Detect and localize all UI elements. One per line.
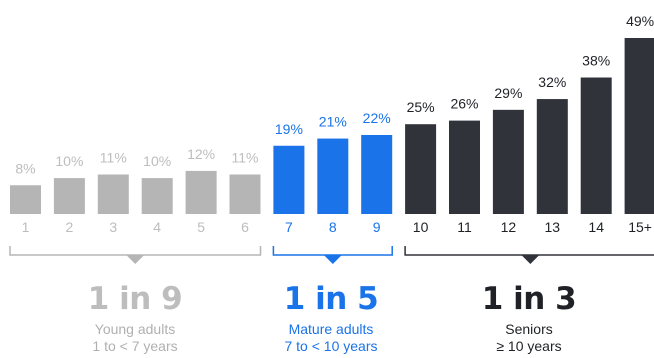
- data-label: 21%: [319, 114, 347, 130]
- bar: [536, 99, 568, 214]
- group-summary-seniors: 1 in 3 Seniors ≥ 10 years: [404, 282, 654, 355]
- group-range: 1 to < 7 years: [92, 338, 178, 354]
- group-bracket: [404, 246, 654, 256]
- data-label: 29%: [494, 85, 522, 101]
- data-label: 49%: [626, 13, 654, 29]
- group-pointer: [521, 255, 540, 264]
- tick-label: 9: [373, 219, 381, 235]
- tick-label: 5: [197, 219, 205, 235]
- data-label: 26%: [450, 96, 478, 112]
- bar: [97, 174, 129, 214]
- bar: [405, 124, 437, 214]
- tick-label: 11: [457, 219, 472, 235]
- group-range: ≥ 10 years: [496, 338, 562, 354]
- bar: [185, 170, 217, 214]
- bar: [492, 109, 524, 214]
- bar: [10, 185, 41, 214]
- group-ratio: 1 in 5: [283, 281, 379, 317]
- data-label: 38%: [582, 53, 610, 69]
- bar: [273, 145, 305, 214]
- tick-label: 1: [22, 219, 30, 235]
- tick-label: 2: [66, 219, 74, 235]
- bar: [141, 178, 173, 214]
- data-label: 32%: [538, 74, 566, 90]
- data-label: 8%: [15, 160, 35, 176]
- group-range: 7 to < 10 years: [284, 338, 378, 354]
- tick-label: 10: [413, 219, 429, 235]
- bar: [53, 178, 85, 214]
- group-pointer: [323, 255, 342, 264]
- tick-label: 15+: [628, 219, 652, 235]
- group-bracket: [9, 246, 262, 256]
- data-label: 19%: [275, 121, 303, 137]
- bar: [580, 77, 612, 215]
- bar: [449, 120, 480, 214]
- group-summary-young: 1 in 9 Young adults 1 to < 7 years: [10, 282, 260, 355]
- data-label: 10%: [55, 153, 83, 169]
- data-label: 25%: [407, 99, 435, 115]
- bar: [229, 174, 261, 214]
- group-label: Young adults: [94, 321, 176, 337]
- group-pointer: [126, 255, 145, 264]
- bar: [317, 138, 349, 214]
- group-label: Seniors: [505, 321, 553, 337]
- bar: [624, 38, 654, 214]
- tick-label: 12: [501, 219, 517, 235]
- tick-label: 4: [153, 219, 161, 235]
- tick-label: 6: [241, 219, 249, 235]
- bar: [361, 134, 393, 214]
- group-ratio: 1 in 9: [87, 281, 183, 317]
- data-label: 11%: [100, 149, 127, 165]
- data-label: 10%: [143, 153, 171, 169]
- data-label: 22%: [363, 110, 391, 126]
- group-summary-mature: 1 in 5 Mature adults 7 to < 10 years: [256, 282, 406, 355]
- data-label: 11%: [232, 149, 259, 165]
- tick-label: 14: [588, 219, 604, 235]
- tick-label: 13: [545, 219, 561, 235]
- group-bracket: [272, 246, 393, 256]
- group-label: Mature adults: [288, 321, 374, 337]
- tick-label: 3: [109, 219, 117, 235]
- tick-label: 7: [285, 219, 293, 235]
- data-label: 12%: [187, 146, 215, 162]
- tick-label: 8: [329, 219, 337, 235]
- group-ratio: 1 in 3: [481, 281, 577, 317]
